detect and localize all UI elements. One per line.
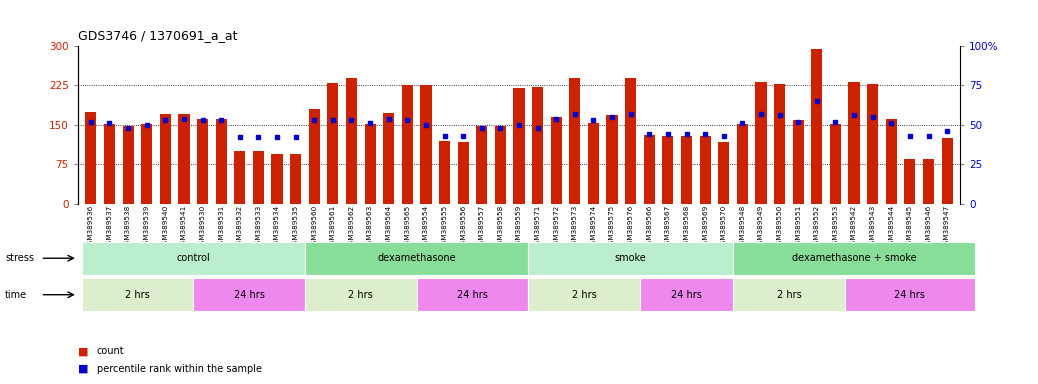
Bar	[718, 142, 730, 204]
Bar	[364, 124, 376, 204]
Bar	[793, 119, 803, 204]
Bar	[85, 112, 97, 204]
Bar	[756, 82, 767, 204]
Bar	[514, 88, 524, 204]
Bar	[476, 126, 488, 204]
Bar	[885, 119, 897, 204]
Text: 24 hrs: 24 hrs	[234, 290, 265, 300]
Bar	[179, 114, 190, 204]
Text: stress: stress	[5, 253, 34, 263]
Text: 24 hrs: 24 hrs	[672, 290, 702, 300]
Text: percentile rank within the sample: percentile rank within the sample	[97, 364, 262, 374]
Bar	[327, 83, 338, 204]
Bar	[141, 124, 153, 204]
Text: 2 hrs: 2 hrs	[572, 290, 597, 300]
Bar	[737, 124, 748, 204]
Bar	[569, 78, 580, 204]
Text: 2 hrs: 2 hrs	[349, 290, 373, 300]
Bar	[867, 84, 878, 204]
Bar	[197, 119, 209, 204]
Bar	[941, 138, 953, 204]
Bar	[235, 151, 245, 204]
Text: smoke: smoke	[614, 253, 647, 263]
Bar	[420, 85, 432, 204]
Bar	[662, 136, 674, 204]
Text: 24 hrs: 24 hrs	[895, 290, 925, 300]
Text: GDS3746 / 1370691_a_at: GDS3746 / 1370691_a_at	[78, 29, 238, 42]
Bar	[904, 159, 916, 204]
Bar	[550, 117, 562, 204]
Text: time: time	[5, 290, 27, 300]
Bar	[532, 87, 543, 204]
Text: 2 hrs: 2 hrs	[125, 290, 149, 300]
Bar	[606, 115, 618, 204]
Bar	[290, 154, 301, 204]
Bar	[308, 109, 320, 204]
Bar	[625, 78, 636, 204]
Bar	[160, 114, 171, 204]
Bar	[681, 136, 692, 204]
Bar	[829, 124, 841, 204]
Bar	[644, 135, 655, 204]
Bar	[812, 49, 822, 204]
Bar	[923, 159, 934, 204]
Bar	[495, 126, 506, 204]
Text: control: control	[176, 253, 210, 263]
Bar	[774, 84, 785, 204]
Bar	[700, 136, 711, 204]
Text: count: count	[97, 346, 125, 356]
Bar	[402, 85, 413, 204]
Text: dexamethasone + smoke: dexamethasone + smoke	[792, 253, 917, 263]
Bar	[122, 126, 134, 204]
Bar	[271, 154, 282, 204]
Bar	[458, 142, 469, 204]
Bar	[848, 82, 859, 204]
Text: 2 hrs: 2 hrs	[776, 290, 801, 300]
Text: 24 hrs: 24 hrs	[457, 290, 488, 300]
Text: ■: ■	[78, 364, 88, 374]
Bar	[216, 119, 226, 204]
Bar	[439, 141, 450, 204]
Text: dexamethasone: dexamethasone	[377, 253, 456, 263]
Bar	[383, 113, 394, 204]
Text: ■: ■	[78, 346, 88, 356]
Bar	[346, 78, 357, 204]
Bar	[588, 123, 599, 204]
Bar	[104, 124, 115, 204]
Bar	[253, 151, 264, 204]
